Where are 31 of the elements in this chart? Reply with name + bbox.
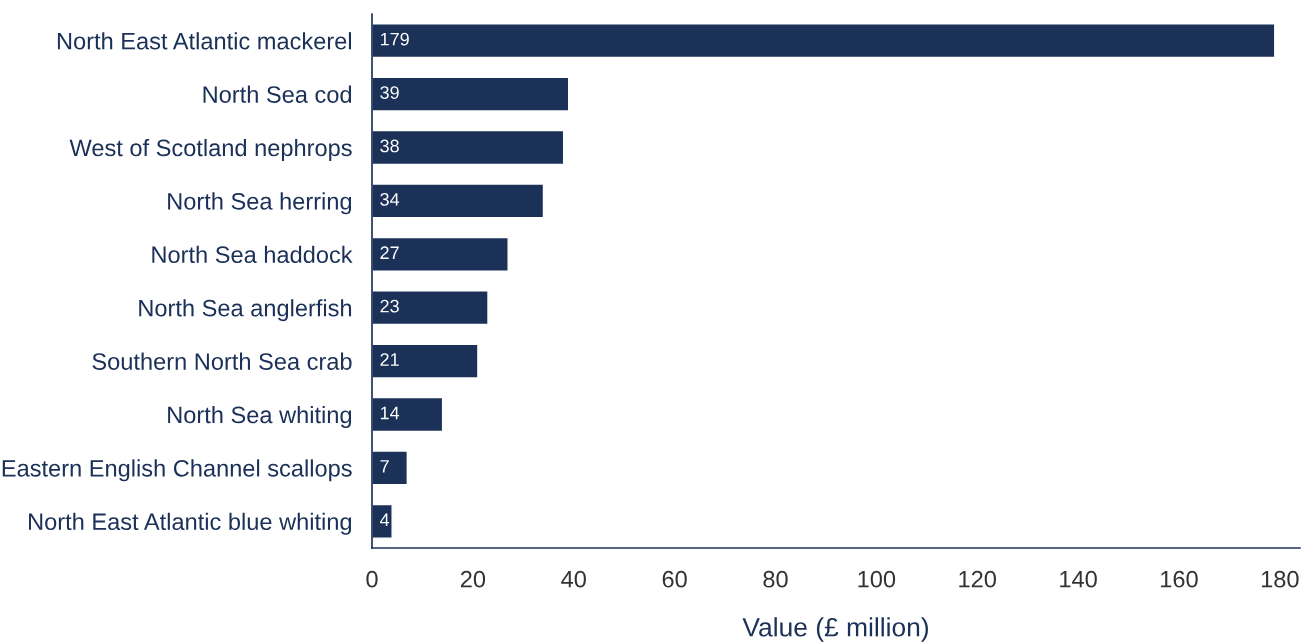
- y-tick-label: North Sea whiting: [168, 405, 352, 428]
- y-tick-label: North Sea anglerfish: [139, 299, 352, 322]
- data-label: 4: [379, 513, 390, 526]
- x-tick-label: 100: [858, 570, 896, 588]
- y-tick-label: Eastern English Channel scallops: [2, 459, 352, 482]
- x-tick-label: 80: [763, 570, 788, 588]
- y-tick-label: West of Scotland nephrops: [69, 138, 352, 161]
- x-tick-label: 60: [662, 570, 687, 588]
- x-tick-label: 160: [1161, 570, 1198, 588]
- y-tick-label: Southern North Sea crab: [92, 352, 352, 370]
- x-tick-label: 180: [1261, 570, 1299, 588]
- y-tick-label: North East Atlantic mackerel: [57, 32, 351, 50]
- data-label: 179: [380, 32, 409, 46]
- data-label: 21: [380, 353, 399, 366]
- x-tick-label: 20: [460, 570, 486, 588]
- data-label: 34: [380, 192, 400, 206]
- x-axis-title: Value (£ million): [742, 617, 928, 642]
- y-tick-label: North East Atlantic blue whiting: [29, 512, 352, 535]
- y-tick-label: North Sea haddock: [152, 245, 353, 264]
- data-label: 27: [380, 246, 399, 259]
- y-tick-label: North Sea herring: [168, 192, 352, 215]
- x-tick-label: 40: [561, 570, 586, 588]
- x-tick-label: 120: [959, 570, 996, 588]
- data-label: 7: [380, 460, 389, 473]
- data-label: 39: [380, 86, 399, 99]
- data-label: 38: [380, 139, 399, 153]
- x-tick-label: 0: [366, 570, 378, 588]
- data-label: 23: [380, 299, 399, 313]
- data-label: 14: [380, 406, 400, 420]
- y-tick-label: North Sea cod: [203, 85, 352, 103]
- x-tick-label: 140: [1060, 570, 1097, 588]
